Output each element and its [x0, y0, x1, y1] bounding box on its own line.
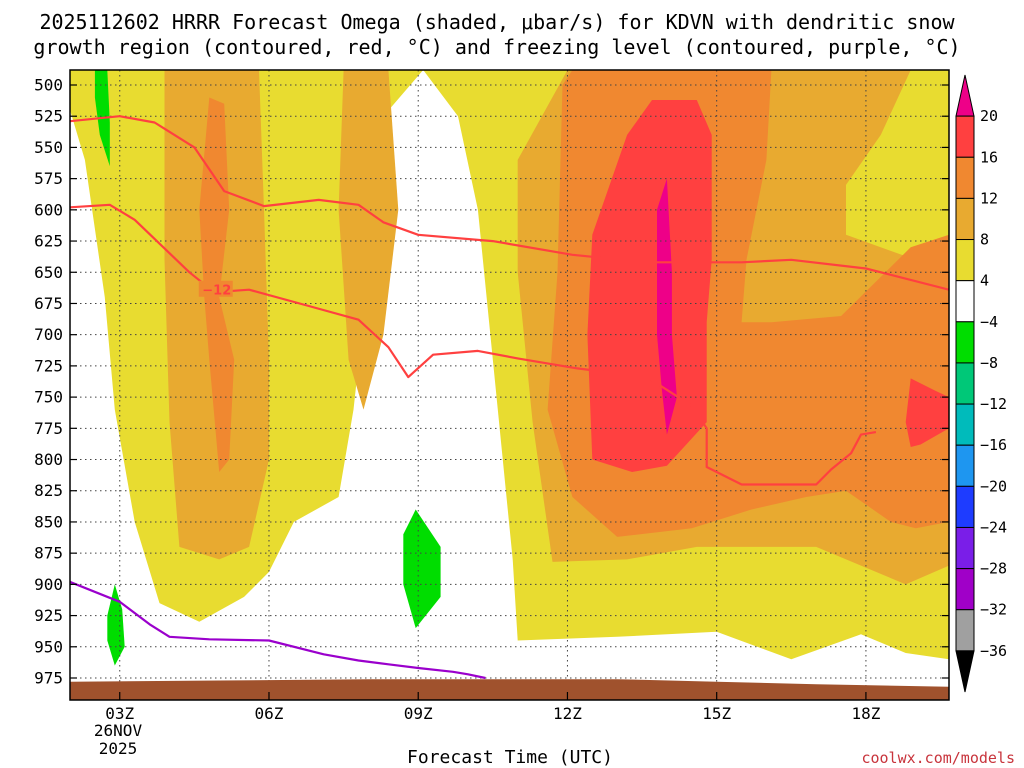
colorbar-label-20: 20	[980, 107, 998, 125]
terrain-layer	[70, 679, 949, 700]
colorbar-swatch-12	[955, 568, 975, 611]
contour-label-background	[198, 280, 233, 297]
date-label-year: 2025	[99, 739, 138, 758]
x-tick-label-03Z: 03Z	[105, 704, 134, 723]
y-tick-label-500: 500	[34, 76, 63, 95]
colorbar-label-neg4: −4	[980, 313, 998, 331]
credit-text: coolwx.com/models	[861, 749, 1015, 767]
date-label-day: 26NOV	[94, 721, 143, 740]
y-tick-label-925: 925	[34, 606, 63, 625]
omega-region-upward-12to16-diamond	[791, 365, 827, 447]
colorbar-swatch-2	[955, 156, 975, 199]
y-tick-label-650: 650	[34, 263, 63, 282]
omega-region-downward-low-left	[107, 584, 125, 666]
colorbar-swatch-13	[955, 609, 975, 652]
chart-title-line1: 2025112602 HRRR Forecast Omega (shaded, …	[39, 10, 955, 34]
x-axis-title: Forecast Time (UTC)	[407, 747, 613, 768]
y-tick-label-725: 725	[34, 356, 63, 375]
terrain-ground	[70, 679, 949, 700]
colorbar-swatch-3	[955, 197, 975, 241]
x-tick-label-09Z: 09Z	[404, 704, 433, 723]
plot-frame	[69, 69, 950, 701]
colorbar: 20 16 12 8 4 −4 −8 −12 −16 −20 −24 −28 −32 −36	[955, 74, 1007, 693]
x-tick-label-15Z: 15Z	[702, 704, 731, 723]
colorbar-label-16: 16	[980, 148, 998, 166]
colorbar-swatch-10	[955, 485, 975, 528]
colorbar-label-8: 8	[980, 231, 989, 249]
y-tick-label-700: 700	[34, 325, 63, 344]
colorbar-label-neg28: −28	[980, 560, 1007, 578]
colorbar-bottom-triangle	[955, 650, 975, 693]
omega-region-upward-16to20-right	[905, 378, 949, 447]
colorbar-swatch-11	[955, 526, 975, 570]
omega-shading-layer	[70, 70, 949, 666]
chart-title-line2: growth region (contoured, red, °C) and f…	[33, 35, 960, 59]
y-tick-label-525: 525	[34, 107, 63, 126]
colorbar-label-neg8: −8	[980, 354, 998, 372]
colorbar-label-neg24: −24	[980, 518, 1007, 536]
y-tick-label-550: 550	[34, 138, 63, 157]
y-tick-label-875: 875	[34, 544, 63, 563]
omega-region-upward-over-20	[657, 178, 677, 435]
colorbar-label-neg12: −12	[980, 395, 1007, 413]
y-axis-ticks: 500 525 550 575 600 625 650 675 700 725 750 775 800 8…	[34, 76, 949, 688]
y-tick-label-975: 975	[34, 669, 63, 688]
y-tick-label-850: 850	[34, 512, 63, 531]
x-tick-label-18Z: 18Z	[851, 704, 880, 723]
omega-region-downward-low-mid	[403, 509, 441, 629]
y-tick-label-600: 600	[34, 200, 63, 219]
x-axis-ticks: 03Z 06Z 09Z 12Z 15Z 18Z	[105, 692, 881, 723]
colorbar-swatch-8	[955, 403, 975, 446]
colorbar-swatch-4	[955, 239, 975, 282]
y-tick-label-800: 800	[34, 450, 63, 469]
colorbar-label-12: 12	[980, 189, 998, 207]
x-tick-label-12Z: 12Z	[553, 704, 582, 723]
contour-layer: −12	[70, 115, 949, 680]
y-tick-label-675: 675	[34, 294, 63, 313]
omega-region-upward-8to12-mid	[338, 70, 399, 410]
y-tick-label-625: 625	[34, 232, 63, 251]
colorbar-swatch-6	[955, 321, 975, 364]
colorbar-label-neg36: −36	[980, 642, 1007, 660]
omega-region-upward-16to20-main	[587, 100, 712, 472]
colorbar-label-neg20: −20	[980, 477, 1007, 495]
colorbar-swatch-7	[955, 362, 975, 405]
contour-label-minus12: −12	[202, 284, 231, 299]
colorbar-label-neg32: −32	[980, 601, 1007, 619]
y-tick-label-575: 575	[34, 169, 63, 188]
y-tick-label-750: 750	[34, 388, 63, 407]
y-tick-label-950: 950	[34, 637, 63, 656]
colorbar-swatch-9	[955, 444, 975, 487]
y-tick-label-825: 825	[34, 481, 63, 500]
colorbar-label-neg16: −16	[980, 436, 1007, 454]
y-tick-label-775: 775	[34, 419, 63, 438]
x-tick-label-06Z: 06Z	[255, 704, 284, 723]
colorbar-swatch-5	[955, 280, 975, 323]
contour-line-1	[70, 115, 949, 291]
grid-lines	[70, 70, 949, 700]
colorbar-swatch-1	[955, 115, 975, 158]
y-tick-label-900: 900	[34, 575, 63, 594]
contour-line-3	[70, 580, 486, 680]
colorbar-label-4: 4	[980, 272, 989, 290]
